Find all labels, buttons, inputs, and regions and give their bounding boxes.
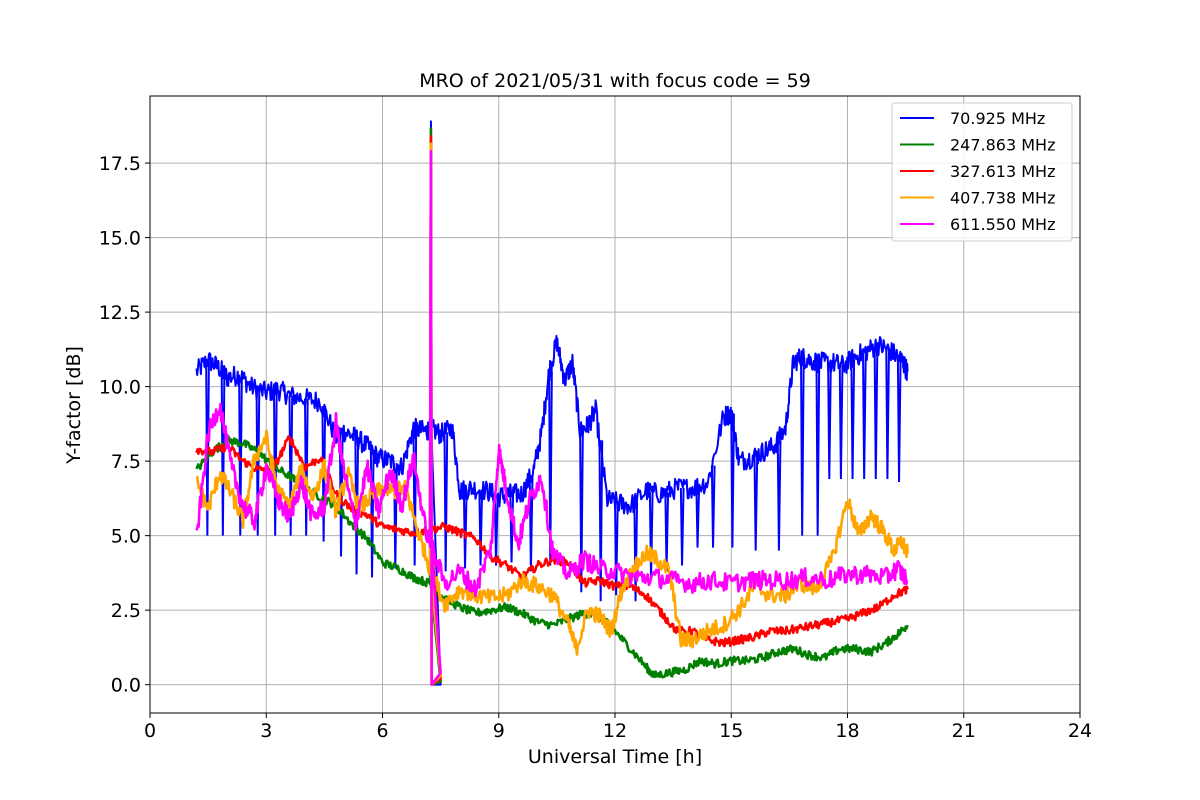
x-tick-label: 3 xyxy=(260,720,272,742)
legend-label: 247.863 MHz xyxy=(950,136,1055,155)
series-dip xyxy=(528,478,534,572)
x-tick-label: 18 xyxy=(835,720,859,742)
series-dip xyxy=(695,486,701,548)
series-line xyxy=(195,127,909,686)
y-tick-label: 15.0 xyxy=(99,228,141,250)
series-line xyxy=(195,120,909,686)
series-dip xyxy=(753,456,759,551)
series-dip xyxy=(462,489,468,569)
series-dip xyxy=(776,440,782,551)
series-1 xyxy=(195,127,909,686)
y-tick-label: 7.5 xyxy=(111,451,141,473)
y-tick-label: 5.0 xyxy=(111,526,141,548)
y-tick-label: 2.5 xyxy=(111,600,141,622)
x-tick-label: 0 xyxy=(144,720,156,742)
legend-label: 407.738 MHz xyxy=(950,189,1055,208)
chart-title: MRO of 2021/05/31 with focus code = 59 xyxy=(419,70,811,92)
series-2 xyxy=(195,134,909,686)
series-4 xyxy=(195,149,909,686)
series-dip xyxy=(827,362,832,480)
legend-label: 327.613 MHz xyxy=(950,162,1055,181)
series-line xyxy=(195,149,909,686)
series-line xyxy=(195,134,909,686)
y-tick-label: 12.5 xyxy=(99,302,141,324)
series-dip xyxy=(633,502,639,602)
y-tick-label: 10.0 xyxy=(99,377,141,399)
legend-box xyxy=(891,102,1073,242)
series-dip xyxy=(710,465,716,548)
legend-label: 611.550 MHz xyxy=(950,215,1055,234)
x-tick-label: 15 xyxy=(719,720,743,742)
x-axis-ticks: 0 3 6 9 12 15 18 21 24 xyxy=(144,713,1092,742)
series-dip xyxy=(321,405,327,542)
series-dip xyxy=(679,487,685,566)
series-dip xyxy=(614,501,619,596)
x-axis-label: Universal Time [h] xyxy=(528,746,702,768)
series-dip xyxy=(338,434,344,557)
y-axis-label: Y-factor [dB] xyxy=(63,346,85,465)
series-dip xyxy=(478,489,484,566)
x-tick-label: 21 xyxy=(952,720,976,742)
series-dip xyxy=(838,364,844,480)
x-tick-label: 9 xyxy=(493,720,505,742)
legend: 70.925 MHz 247.863 MHz 327.613 MHz 407.738 … xyxy=(891,102,1073,242)
series-dip xyxy=(493,494,499,566)
y-tick-label: 0.0 xyxy=(111,675,141,697)
y-axis-ticks: 0.0 2.5 5.0 7.5 10.0 12.5 15.0 17.5 xyxy=(99,153,150,697)
series-dip xyxy=(850,359,856,480)
x-tick-label: 24 xyxy=(1068,720,1092,742)
x-tick-label: 6 xyxy=(376,720,388,742)
x-tick-label: 12 xyxy=(603,720,627,742)
series-dip xyxy=(730,413,735,548)
legend-label: 70.925 MHz xyxy=(950,109,1045,128)
y-tick-label: 17.5 xyxy=(99,153,141,175)
